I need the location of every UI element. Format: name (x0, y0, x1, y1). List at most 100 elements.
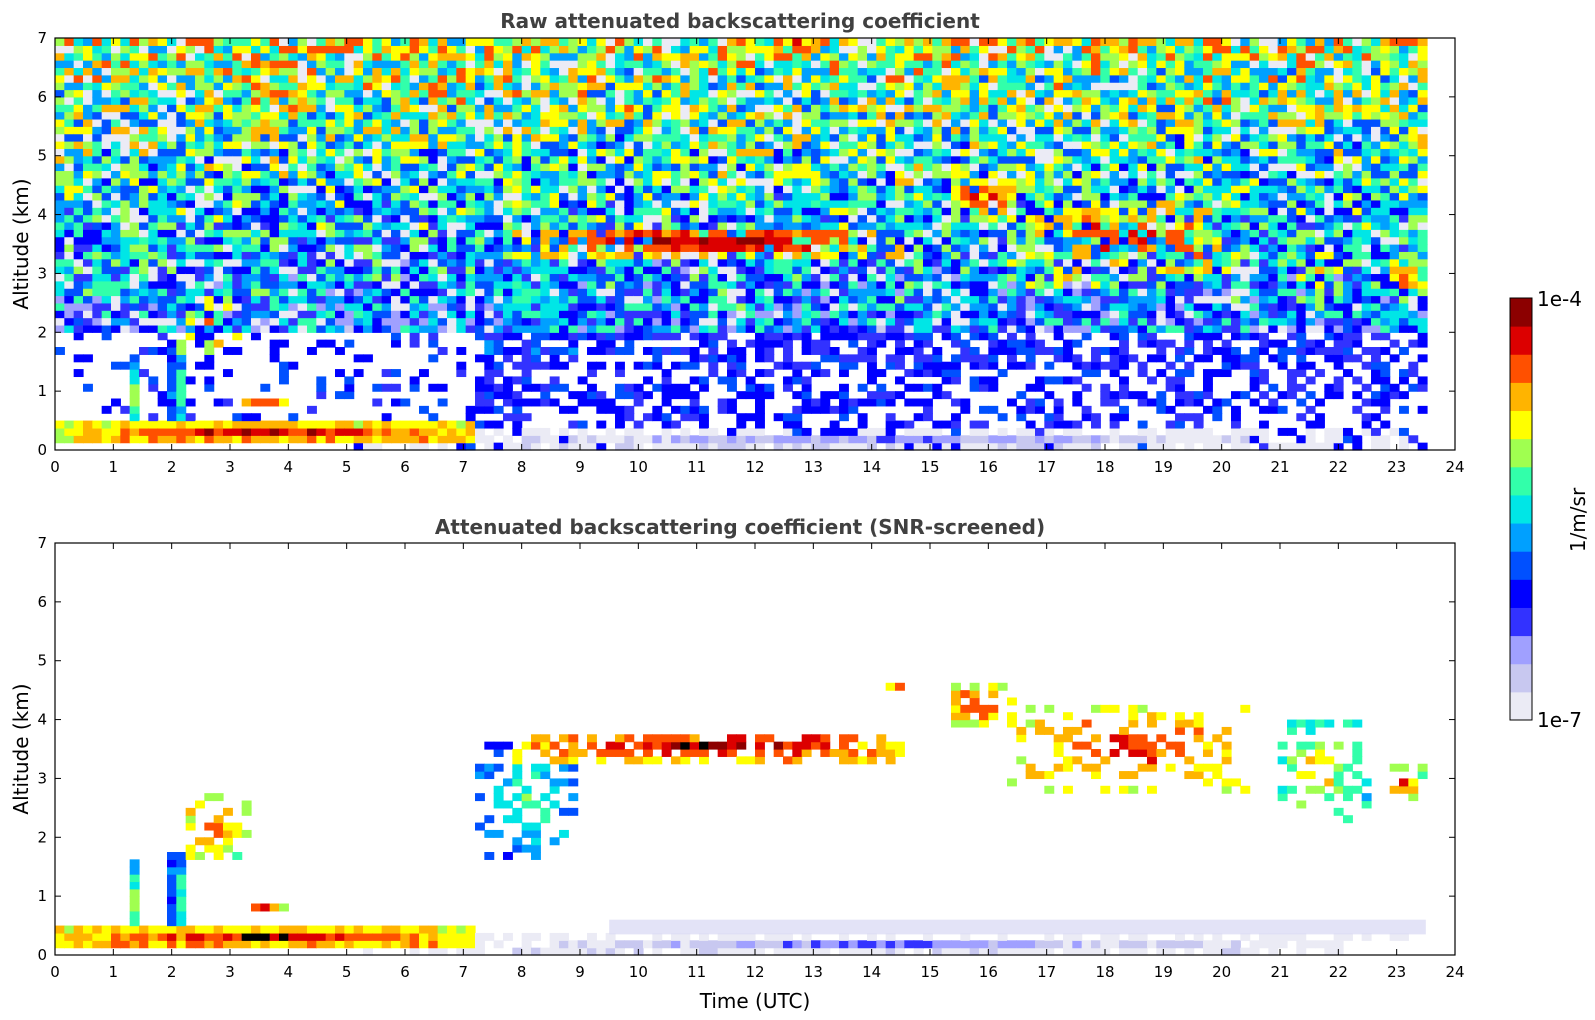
heatmap-cell (335, 104, 345, 113)
heatmap-cell (839, 192, 849, 201)
heatmap-cell (997, 244, 1008, 252)
heatmap-cell (92, 207, 103, 216)
heatmap-cell (437, 170, 448, 179)
heatmap-cell (876, 427, 887, 436)
heatmap-cell (176, 273, 187, 282)
heatmap-cell (195, 111, 205, 120)
heatmap-cell (820, 89, 831, 98)
heatmap-cell (820, 244, 831, 252)
heatmap-cell (932, 45, 943, 54)
heatmap-cell (400, 177, 411, 186)
heatmap-cell (661, 244, 672, 252)
heatmap-cell (372, 258, 383, 267)
heatmap-cell (101, 38, 112, 46)
heatmap-cell (325, 258, 336, 267)
heatmap-cell (92, 295, 103, 304)
heatmap-cell (671, 332, 681, 341)
heatmap-cell (932, 310, 943, 319)
heatmap-cell (895, 163, 905, 172)
heatmap-cell (325, 118, 336, 127)
heatmap-cell (437, 435, 448, 444)
heatmap-cell (55, 207, 65, 216)
heatmap-cell (260, 435, 271, 444)
heatmap-cell (913, 126, 924, 135)
heatmap-cell (223, 199, 233, 208)
heatmap-cell (661, 52, 672, 61)
heatmap-cell (811, 104, 821, 113)
heatmap-cell (671, 266, 681, 275)
heatmap-cell (400, 244, 411, 252)
heatmap-cell (736, 361, 747, 370)
heatmap-cell (652, 332, 663, 341)
heatmap-cell (1007, 214, 1017, 223)
heatmap-cell (979, 435, 989, 444)
heatmap-cell (848, 354, 859, 363)
heatmap-cell (297, 89, 308, 98)
heatmap-cell (568, 67, 579, 76)
heatmap-cell (111, 295, 121, 304)
heatmap-cell (652, 236, 663, 245)
heatmap-cell (979, 229, 989, 238)
heatmap-cell (521, 280, 532, 289)
heatmap-cell (251, 251, 261, 260)
heatmap-cell (1007, 236, 1017, 245)
heatmap-cell (484, 383, 495, 392)
heatmap-cell (661, 38, 672, 46)
heatmap-cell (1007, 435, 1017, 444)
heatmap-cell (465, 288, 476, 297)
heatmap-cell (680, 383, 691, 392)
heatmap-cell (941, 207, 952, 216)
heatmap-cell (325, 141, 336, 149)
heatmap-cell (652, 126, 663, 135)
heatmap-cell (381, 60, 392, 69)
heatmap-cell (101, 133, 112, 142)
heatmap-cell (279, 236, 289, 245)
heatmap-cell (932, 391, 943, 400)
heatmap-cell (540, 67, 551, 76)
heatmap-cell (521, 82, 532, 91)
heatmap-cell (139, 347, 149, 355)
heatmap-cell (531, 155, 541, 164)
heatmap-cell (456, 347, 467, 355)
heatmap-cell (55, 155, 65, 164)
heatmap-cell (736, 251, 747, 260)
heatmap-cell (475, 38, 485, 46)
heatmap-cell (988, 170, 999, 179)
heatmap-cell (540, 192, 551, 201)
heatmap-cell (391, 126, 401, 135)
heatmap-cell (755, 214, 765, 223)
heatmap-cell (204, 214, 215, 223)
heatmap-cell (960, 74, 971, 83)
heatmap-cell (633, 89, 644, 98)
heatmap-cell (381, 258, 392, 267)
heatmap-cell (979, 236, 989, 245)
heatmap-cell (736, 288, 747, 297)
heatmap-cell (680, 199, 691, 208)
heatmap-cell (503, 185, 513, 194)
heatmap-cell (577, 214, 588, 223)
heatmap-cell (353, 310, 364, 319)
heatmap-cell (857, 185, 868, 194)
heatmap-cell (101, 126, 112, 135)
heatmap-cell (773, 67, 784, 76)
heatmap-cell (699, 82, 709, 91)
heatmap-cell (979, 104, 989, 113)
heatmap-cell (932, 82, 943, 91)
heatmap-cell (129, 60, 140, 69)
heatmap-cell (251, 199, 261, 208)
heatmap-cell (484, 273, 495, 282)
heatmap-cell (699, 354, 709, 363)
heatmap-cell (969, 229, 980, 238)
heatmap-cell (195, 126, 205, 135)
heatmap-cell (120, 118, 131, 127)
heatmap-cell (904, 214, 915, 223)
heatmap-cell (503, 302, 513, 311)
heatmap-cell (400, 214, 411, 223)
heatmap-cell (568, 420, 579, 429)
heatmap-cell (717, 52, 728, 61)
heatmap-cell (727, 427, 737, 436)
heatmap-cell (596, 244, 607, 252)
heatmap-cell (297, 317, 308, 326)
heatmap-cell (633, 427, 644, 436)
heatmap-cell (176, 126, 187, 135)
